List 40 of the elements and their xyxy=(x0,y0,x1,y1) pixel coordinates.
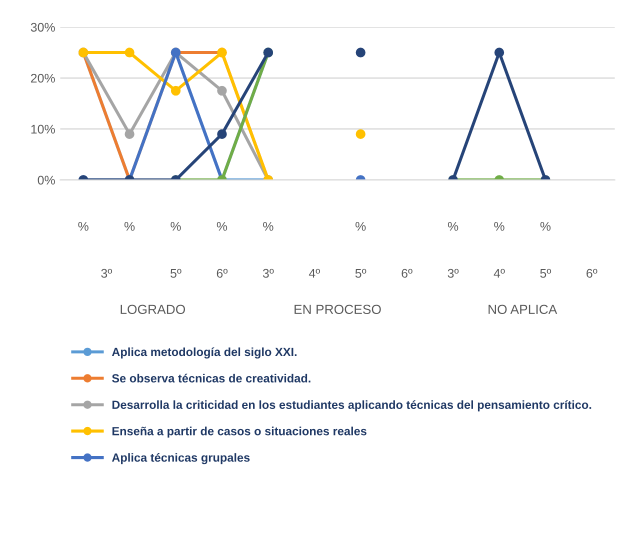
text: 4º xyxy=(494,268,505,278)
x-tick-label: % xyxy=(78,222,88,231)
text: 3º xyxy=(448,268,459,278)
point xyxy=(356,129,366,139)
point xyxy=(217,129,227,139)
legend-label: Enseña a partir de casos o situaciones reales xyxy=(112,426,366,438)
point xyxy=(217,86,227,96)
x-tick-label: % xyxy=(448,222,458,231)
text: 3º xyxy=(101,268,112,278)
legend-label: Se observa técnicas de creatividad. xyxy=(112,374,310,383)
point xyxy=(124,48,134,58)
y-tick-label: 30% xyxy=(30,22,55,32)
legend-label: Aplica metodología del siglo XXI. xyxy=(112,347,297,359)
text: 6º xyxy=(402,268,412,278)
x-tick-label: % xyxy=(170,222,181,231)
y-tick-label: 0% xyxy=(38,176,55,185)
x-tick-label: % xyxy=(124,222,135,231)
text: LOGRADO xyxy=(120,304,186,314)
x-tick-label: % xyxy=(216,222,228,231)
text: 6º xyxy=(586,268,598,278)
text: 5º xyxy=(170,268,182,278)
text: 6º xyxy=(216,268,228,278)
text: 5º xyxy=(540,268,552,278)
y-tick-label: 10% xyxy=(31,124,55,134)
legend-label: Aplica técnicas grupales xyxy=(112,453,250,464)
text: NO APLICA xyxy=(488,304,558,314)
point xyxy=(124,129,134,139)
text: 5º xyxy=(355,268,366,278)
x-tick-label: % xyxy=(540,222,551,231)
text: 3º xyxy=(262,268,274,278)
text: 4º xyxy=(308,268,320,278)
point xyxy=(356,48,366,58)
legend-label: Desarrolla la criticidad en los estudiantes aplicando técnicas del pensamiento crítico. xyxy=(112,400,592,412)
y-tick-label: 20% xyxy=(30,74,55,83)
point xyxy=(494,48,504,58)
point xyxy=(170,86,181,96)
x-tick-label: % xyxy=(356,222,366,231)
x-tick-label: % xyxy=(494,222,504,231)
x-tick-label: % xyxy=(263,222,274,231)
text: EN PROCESO xyxy=(294,304,381,314)
